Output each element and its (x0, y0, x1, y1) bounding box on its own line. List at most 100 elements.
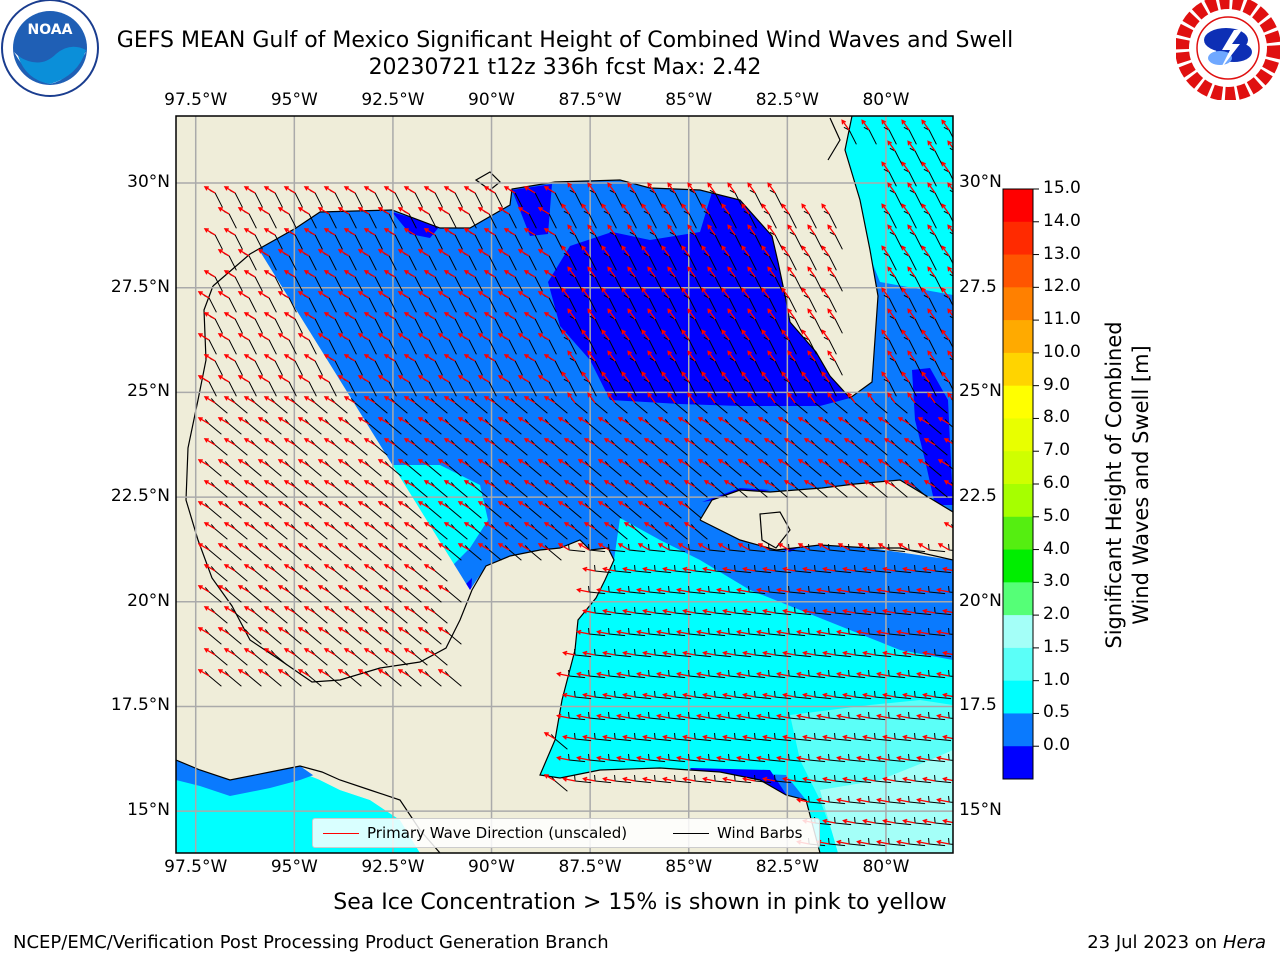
wave-direction-arrow (357, 333, 370, 341)
wave-direction-arrow (437, 543, 450, 551)
wave-direction-arrow (722, 776, 736, 782)
wave-direction-arrow (383, 564, 396, 572)
wave-direction-arrow (197, 501, 210, 509)
wind-barb (908, 711, 926, 721)
wind-barb (955, 775, 972, 783)
wind-barb (894, 774, 912, 784)
wave-direction-arrow (337, 669, 350, 677)
wave-direction-arrow (217, 501, 230, 509)
wave-direction-arrow (577, 417, 590, 425)
wave-direction-arrow (203, 480, 216, 488)
wave-direction-arrow (642, 692, 656, 698)
lon-tick-label-top: 85°W (665, 90, 713, 110)
wave-direction-arrow (727, 308, 736, 320)
lon-tick-label-top: 97.5°W (164, 90, 228, 110)
wave-direction-arrow (363, 606, 376, 614)
wave-direction-arrow (627, 392, 636, 404)
wind-barb (674, 690, 692, 700)
wave-direction-arrow (897, 543, 910, 551)
wave-direction-arrow (556, 671, 570, 677)
wave-direction-arrow (736, 587, 750, 593)
wave-direction-arrow (377, 333, 390, 341)
wind-barb (828, 585, 846, 595)
wave-direction-arrow (623, 480, 636, 488)
wave-direction-arrow (323, 648, 336, 656)
wave-direction-arrow (757, 459, 770, 467)
wave-direction-arrow (537, 459, 550, 467)
wave-direction-arrow (627, 266, 636, 278)
wave-direction-arrow (807, 392, 816, 404)
wave-direction-arrow (656, 671, 670, 677)
colorbar-tick-label: 1.0 (1043, 669, 1071, 690)
wind-barb (708, 711, 726, 721)
wind-barb (648, 753, 666, 763)
wave-direction-arrow (297, 627, 310, 635)
wave-direction-arrow (383, 606, 396, 614)
wind-barb (788, 627, 806, 637)
wind-barb (734, 648, 752, 658)
wave-direction-arrow (503, 312, 516, 320)
wave-direction-arrow (423, 438, 436, 446)
wave-direction-arrow (477, 417, 490, 425)
wave-direction-arrow (567, 182, 576, 194)
wave-direction-arrow (761, 245, 770, 257)
wave-direction-arrow (576, 713, 590, 719)
wave-direction-arrow (922, 650, 936, 656)
wind-barb (888, 711, 906, 721)
wave-direction-arrow (363, 228, 376, 236)
wave-direction-arrow (263, 312, 276, 320)
wave-direction-arrow (303, 270, 316, 278)
wave-direction-arrow (203, 606, 216, 614)
wave-direction-arrow (876, 839, 890, 845)
wave-direction-arrow (567, 350, 576, 362)
wave-direction-arrow (317, 459, 330, 467)
wave-direction-arrow (836, 797, 850, 803)
wave-direction-arrow (603, 438, 616, 446)
wave-direction-arrow (876, 587, 890, 593)
wave-direction-arrow (662, 776, 676, 782)
wave-direction-arrow (856, 839, 870, 845)
wave-direction-arrow (947, 308, 953, 318)
wind-barb (728, 543, 746, 553)
wave-direction-arrow (617, 459, 630, 467)
wave-direction-arrow (243, 396, 256, 404)
wave-direction-arrow (696, 755, 710, 761)
wave-direction-arrow (237, 585, 250, 593)
wave-direction-arrow (617, 543, 630, 551)
wave-direction-arrow (483, 354, 496, 362)
wave-direction-arrow (403, 312, 416, 320)
wave-direction-arrow (727, 392, 736, 404)
wave-direction-arrow (423, 606, 436, 614)
wind-barb (608, 711, 626, 721)
colorbar-segment (1003, 713, 1033, 747)
wave-direction-arrow (537, 375, 550, 383)
wave-direction-arrow (862, 818, 876, 824)
wave-direction-arrow (517, 501, 530, 509)
wind-barb (774, 690, 792, 700)
wave-direction-arrow (303, 354, 316, 362)
wind-barb (688, 669, 706, 679)
wave-direction-arrow (842, 818, 856, 824)
wave-direction-arrow (576, 587, 590, 593)
wave-direction-arrow (642, 734, 656, 740)
wave-direction-arrow (737, 459, 750, 467)
wave-direction-arrow (843, 480, 856, 488)
wave-direction-arrow (337, 207, 350, 215)
wave-direction-arrow (463, 438, 476, 446)
wave-direction-arrow (936, 671, 950, 677)
wind-barb (848, 795, 866, 805)
wave-direction-arrow (497, 501, 510, 509)
wave-direction-arrow (916, 587, 930, 593)
wave-direction-arrow (823, 438, 836, 446)
wind-barb (908, 669, 926, 679)
wave-direction-arrow (756, 587, 770, 593)
wave-direction-arrow (197, 333, 210, 341)
wave-direction-arrow (203, 396, 216, 404)
wave-direction-arrow (323, 270, 336, 278)
wave-direction-arrow (636, 629, 650, 635)
wave-direction-arrow (397, 543, 410, 551)
wave-direction-arrow (916, 755, 930, 761)
wave-direction-arrow (581, 287, 590, 299)
wave-direction-arrow (621, 245, 630, 257)
wave-direction-arrow (463, 396, 476, 404)
